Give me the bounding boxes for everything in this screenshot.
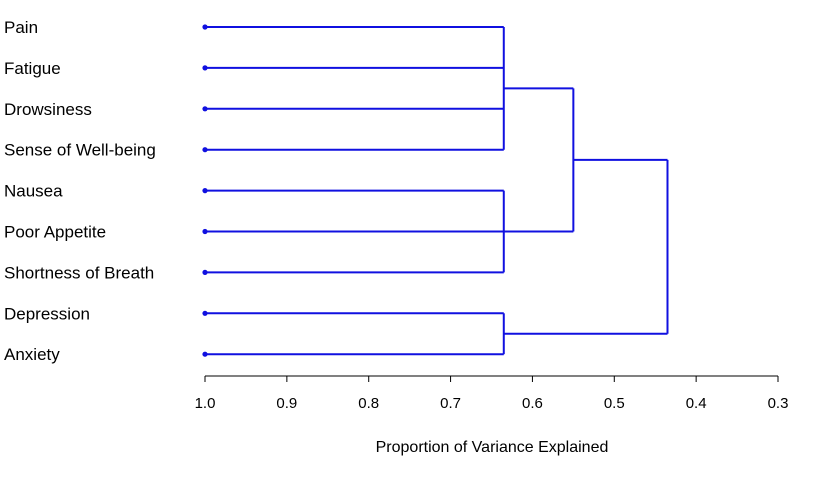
x-axis-title: Proportion of Variance Explained	[376, 439, 609, 456]
x-axis: 1.0 0.9 0.8 0.7 0.6 0.5 0.4 0.3	[195, 375, 789, 412]
leaf-label-depression: Depression	[4, 304, 90, 323]
x-tick-label-1: 1.0	[195, 395, 216, 412]
leaf-label-shortness-of-breath: Shortness of Breath	[4, 263, 154, 282]
dendrogram-tree	[202, 24, 669, 357]
x-tick-label-6: 0.5	[604, 395, 625, 412]
x-tick-label-7: 0.4	[686, 395, 707, 412]
leaf-labels: Pain Fatigue Drowsiness Sense of Well-being…	[4, 18, 156, 364]
x-tick-label-4: 0.7	[440, 395, 461, 412]
leaf-label-poor-appetite: Poor Appetite	[4, 223, 106, 242]
leaf-label-fatigue: Fatigue	[4, 59, 61, 78]
x-tick-label-5: 0.6	[522, 395, 543, 412]
leaf-label-drowsiness: Drowsiness	[4, 100, 92, 119]
x-tick-label-8: 0.3	[768, 395, 789, 412]
leaf-label-anxiety: Anxiety	[4, 345, 60, 364]
x-tick-label-3: 0.8	[358, 395, 379, 412]
leaf-label-sense-of-well-being: Sense of Well-being	[4, 141, 156, 160]
leaf-label-nausea: Nausea	[4, 182, 63, 201]
leaf-label-pain: Pain	[4, 18, 38, 37]
x-tick-label-2: 0.9	[276, 395, 297, 412]
